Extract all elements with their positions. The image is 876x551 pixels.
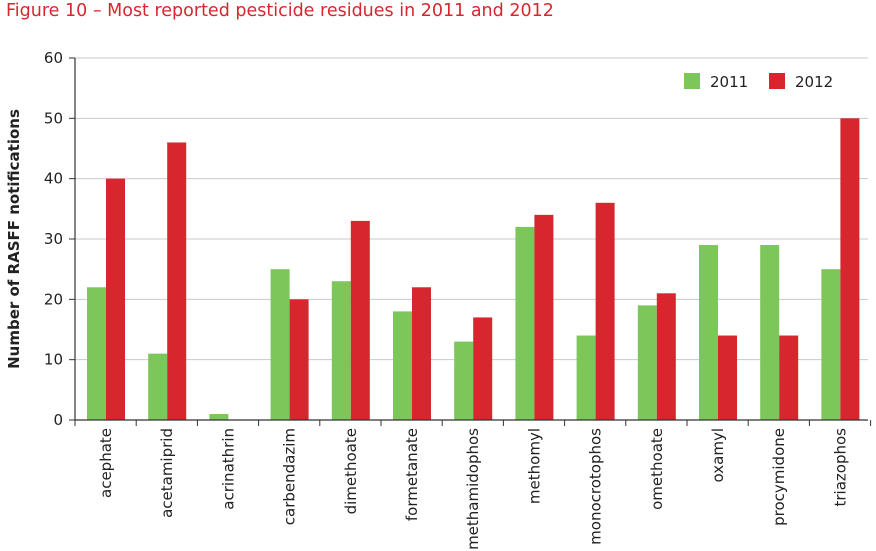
y-tick-label-40: 40	[44, 170, 63, 188]
bar-2011-oxamyl	[699, 245, 718, 420]
x-tick-label-omethoate: omethoate	[648, 428, 666, 510]
x-tick-label-methomyl: methomyl	[525, 428, 543, 504]
bar-2011-acrinathrin	[209, 413, 229, 420]
bar-2012-oxamyl	[718, 335, 737, 420]
x-tick-label-acetamiprid: acetamiprid	[158, 428, 176, 518]
legend-label-2011: 2011	[710, 73, 748, 91]
legend-swatch-2011	[684, 73, 700, 89]
bar-2012-acephate	[106, 178, 125, 420]
x-tick-label-methamidophos: methamidophos	[464, 428, 482, 550]
bar-2012-triazophos	[840, 118, 860, 420]
bar-2011-monocrotophos	[576, 335, 596, 420]
bar-2011-formetanate	[393, 311, 412, 420]
bar-2012-methamidophos	[473, 317, 493, 420]
x-tick-label-dimethoate: dimethoate	[342, 428, 360, 514]
bar-2011-dimethoate	[331, 281, 351, 420]
x-tick-label-acrinathrin: acrinathrin	[219, 428, 237, 510]
bar-2012-monocrotophos	[595, 202, 615, 420]
bar-2011-omethoate	[637, 305, 657, 420]
bar-2012-formetanate	[412, 287, 431, 420]
y-tick-label-30: 30	[44, 230, 63, 248]
bar-2012-methomyl	[534, 214, 554, 420]
bar-2011-methomyl	[515, 226, 535, 420]
x-tick-label-monocrotophos: monocrotophos	[587, 428, 605, 545]
bar-2011-procymidone	[760, 245, 780, 420]
y-tick-label-60: 60	[44, 49, 63, 67]
x-tick-label-carbendazim: carbendazim	[281, 428, 299, 525]
y-tick-label-50: 50	[44, 109, 63, 127]
y-tick-label-20: 20	[44, 290, 63, 308]
legend-label-2012: 2012	[795, 73, 833, 91]
bar-2011-methamidophos	[454, 341, 474, 420]
bar-2012-acetamiprid	[167, 142, 187, 420]
bar-2011-triazophos	[821, 269, 841, 420]
bar-2011-acephate	[87, 287, 106, 420]
bar-2012-procymidone	[779, 335, 799, 420]
x-tick-label-triazophos: triazophos	[831, 428, 849, 507]
bar-2011-acetamiprid	[148, 353, 168, 420]
x-tick-label-acephate: acephate	[97, 428, 115, 498]
legend-swatch-2012	[769, 73, 785, 89]
y-tick-label-10: 10	[44, 351, 63, 369]
bar-2012-carbendazim	[289, 299, 309, 420]
bar-2012-omethoate	[656, 293, 676, 420]
y-tick-label-0: 0	[53, 411, 63, 429]
bar-2011-carbendazim	[270, 269, 290, 420]
x-tick-label-formetanate: formetanate	[403, 428, 421, 521]
y-axis-title: Number of RASFF notifications	[5, 109, 23, 369]
x-tick-label-procymidone: procymidone	[770, 428, 788, 526]
bar-2012-dimethoate	[350, 220, 370, 420]
figure-title: Figure 10 – Most reported pesticide resi…	[6, 1, 554, 21]
x-tick-label-oxamyl: oxamyl	[709, 428, 727, 482]
